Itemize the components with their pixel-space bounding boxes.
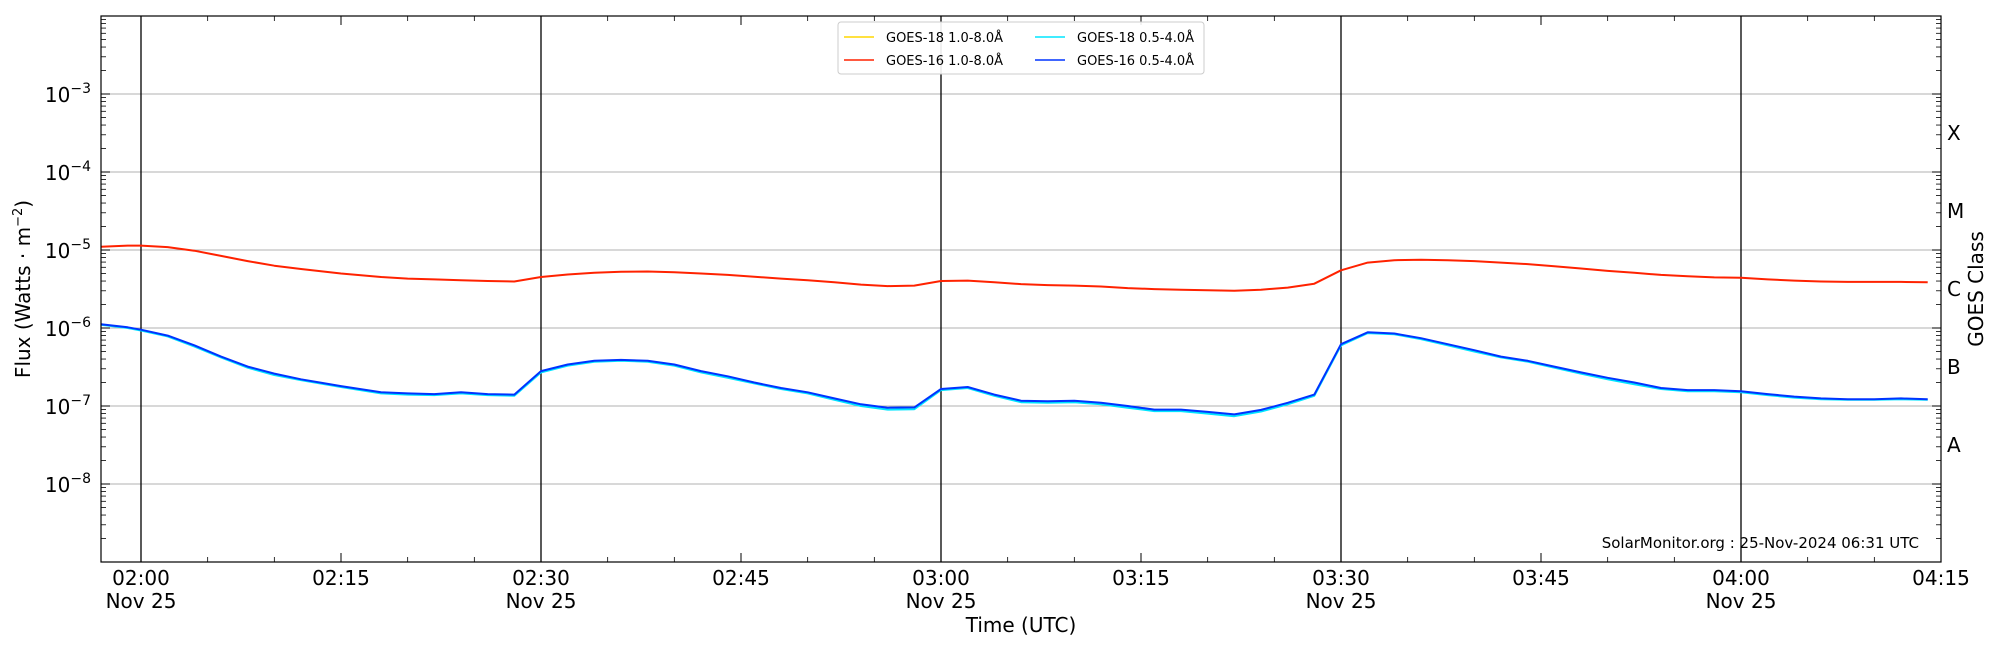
goes-class-label: M — [1947, 199, 1964, 223]
x-axis-label: Time (UTC) — [965, 613, 1077, 637]
y-tick-exponent: −8 — [70, 471, 91, 487]
y-tick-exponent: −6 — [70, 315, 91, 331]
y-axis-label-base: Flux (Watts · m — [11, 227, 35, 378]
grid-layer — [101, 93, 1941, 485]
y-tick-base: 10 — [45, 317, 70, 341]
y-axis-label-close: ) — [11, 200, 35, 208]
vertical-day-lines — [140, 16, 1742, 562]
plot-frame — [100, 15, 1942, 563]
y-tick-exponent: −3 — [70, 81, 91, 97]
tick-layer — [101, 16, 1942, 562]
x-tick-label: 03:30 — [1312, 566, 1370, 590]
y-tick-base: 10 — [45, 239, 70, 263]
x-tick-label: 04:00 — [1712, 566, 1770, 590]
series-line-0 — [100, 244, 1928, 292]
x-tick-label: 03:00 — [912, 566, 970, 590]
x-tick-label: 02:00 — [112, 566, 170, 590]
x-tick-label: 02:30 — [512, 566, 570, 590]
x-tick-date-label: Nov 25 — [106, 589, 177, 613]
x-tick-label: 03:15 — [1112, 566, 1170, 590]
y-tick-base: 10 — [45, 161, 70, 185]
series-line-2 — [100, 323, 1928, 416]
y-tick-label: 10−7 — [45, 393, 91, 419]
legend-label: GOES-18 0.5-4.0Å — [1077, 30, 1194, 46]
legend-box — [837, 21, 1205, 75]
series-layer — [100, 244, 1928, 418]
y-axis-label-exp: −2 — [11, 208, 26, 227]
y-tick-exponent: −7 — [70, 393, 91, 409]
x-tick-date-label: Nov 25 — [1706, 589, 1777, 613]
x-tick-date-label: Nov 25 — [906, 589, 977, 613]
goes-class-label: C — [1947, 277, 1961, 301]
goes-class-axis-label: GOES Class — [1964, 231, 1988, 347]
x-tick-label: 04:15 — [1912, 566, 1970, 590]
legend: GOES-18 1.0-8.0Å GOES-18 0.5-4.0Å GOES-16 … — [837, 21, 1205, 75]
y-tick-label: 10−3 — [45, 81, 91, 107]
goes-class-label: X — [1947, 121, 1961, 145]
x-tick-label: 03:45 — [1512, 566, 1570, 590]
x-tick-date-label: Nov 25 — [1306, 589, 1377, 613]
y-tick-label: 10−6 — [45, 315, 91, 341]
legend-label: GOES-16 1.0-8.0Å — [886, 53, 1003, 69]
legend-label: GOES-18 1.0-8.0Å — [886, 30, 1003, 46]
y-tick-label: 10−5 — [45, 237, 91, 263]
legend-label: GOES-16 0.5-4.0Å — [1077, 53, 1194, 69]
series-line-1 — [100, 323, 1928, 418]
y-tick-base: 10 — [45, 83, 70, 107]
goes-class-label: A — [1947, 433, 1961, 457]
y-tick-label: 10−8 — [45, 471, 91, 497]
goes-class-label: B — [1947, 355, 1961, 379]
y-tick-exponent: −4 — [70, 159, 91, 175]
x-tick-label: 02:15 — [312, 566, 370, 590]
y-tick-base: 10 — [45, 395, 70, 419]
y-axis-label: Flux (Watts · m−2) — [11, 200, 35, 378]
credit-annotation: SolarMonitor.org : 25-Nov-2024 06:31 UTC — [1602, 534, 1919, 552]
x-tick-date-label: Nov 25 — [506, 589, 577, 613]
y-tick-base: 10 — [45, 473, 70, 497]
y-tick-label: 10−4 — [45, 159, 91, 185]
y-tick-exponent: −5 — [70, 237, 91, 253]
x-tick-label: 02:45 — [712, 566, 770, 590]
